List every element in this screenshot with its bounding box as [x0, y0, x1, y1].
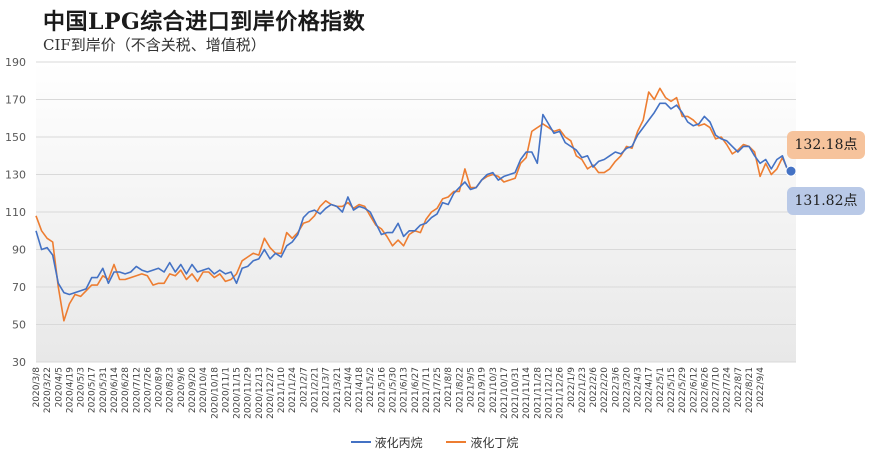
x-tick-label: 2022/1/23: [578, 367, 588, 413]
x-tick-label: 2022/6/26: [700, 367, 710, 413]
x-tick-label: 2022/5/1: [656, 367, 666, 407]
y-tick-label: 90: [12, 244, 26, 257]
x-tick-label: 2021/10/17: [500, 367, 510, 419]
x-tick-label: 2022/3/20: [622, 367, 632, 413]
x-tick-label: 2021/7/25: [433, 367, 443, 413]
x-tick-label: 2020/6/14: [110, 367, 120, 413]
propane-last-point: [785, 165, 797, 177]
x-tick-label: 2022/8/7: [734, 367, 744, 407]
chart-title: 中国LPG综合进口到岸价格指数: [43, 9, 366, 35]
y-tick-label: 170: [5, 94, 26, 107]
legend-label-butane: 液化丁烷: [470, 435, 519, 450]
x-tick-label: 2021/2/7: [299, 367, 309, 407]
x-tick-label: 2021/11/14: [522, 367, 532, 419]
x-tick-label: 2020/7/26: [143, 367, 153, 413]
legend-label-propane: 液化丙烷: [374, 435, 423, 450]
x-tick-label: 2021/5/16: [377, 367, 387, 413]
legend-item-butane: 液化丁烷: [446, 434, 518, 451]
x-tick-label: 2021/9/19: [478, 367, 488, 413]
x-tick-label: 2020/11/29: [244, 367, 254, 419]
x-tick-label: 2022/7/24: [723, 367, 733, 413]
x-tick-label: 2022/8/21: [745, 367, 755, 413]
x-tick-label: 2021/4/18: [355, 367, 365, 413]
x-tick-label: 2021/8/22: [455, 367, 465, 413]
x-tick-label: 2020/5/31: [99, 367, 109, 413]
x-tick-label: 2021/3/7: [322, 367, 332, 407]
x-tick-label: 2020/5/3: [77, 367, 87, 407]
x-tick-label: 2020/7/12: [132, 367, 142, 413]
x-tick-label: 2020/4/19: [65, 367, 75, 413]
x-tick-label: 2020/3/22: [43, 367, 53, 413]
y-tick-label: 190: [5, 56, 26, 69]
x-tick-label: 2020/10/18: [210, 367, 220, 419]
x-tick-label: 2021/5/2: [366, 367, 376, 407]
y-tick-label: 30: [12, 356, 26, 369]
x-tick-label: 2022/2/20: [600, 367, 610, 413]
x-tick-label: 2020/10/4: [199, 367, 209, 413]
x-tick-label: 2020/6/28: [121, 367, 131, 413]
x-tick-label: 2020/12/27: [266, 367, 276, 419]
x-tick-label: 2022/4/3: [634, 367, 644, 407]
x-tick-label: 2020/11/15: [233, 367, 243, 419]
x-tick-label: 2020/8/9: [155, 367, 165, 408]
legend: 液化丙烷 液化丁烷: [0, 432, 869, 451]
y-tick-label: 50: [12, 319, 26, 332]
x-tick-label: 2021/10/3: [489, 367, 499, 413]
x-tick-label: 2021/1/24: [288, 367, 298, 413]
x-tick-label: 2021/3/21: [333, 367, 343, 413]
butane-line: [35, 87, 789, 322]
y-tick-label: 130: [5, 169, 26, 182]
x-tick-label: 2021/10/31: [511, 367, 521, 419]
x-tick-label: 2021/8/8: [444, 367, 454, 408]
x-tick-label: 2022/3/6: [611, 367, 621, 408]
legend-item-propane: 液化丙烷: [350, 434, 423, 451]
x-tick-label: 2021/5/30: [389, 367, 399, 413]
x-tick-label: 2022/6/12: [689, 367, 699, 413]
x-tick-label: 2021/6/27: [411, 367, 421, 413]
y-tick-label: 110: [5, 206, 26, 219]
x-tick-label: 2022/9/4: [756, 367, 766, 408]
chart-subtitle: CIF到岸价（不含关税、增值税）: [43, 36, 266, 54]
propane-line: [35, 102, 789, 296]
butane-last-value-callout: 132.18点: [787, 131, 865, 159]
y-tick-label: 70: [12, 281, 26, 294]
x-tick-label: 2021/4/4: [344, 367, 354, 408]
x-tick-label: 2021/9/5: [466, 367, 476, 407]
x-tick-label: 2022/1/9: [567, 367, 577, 408]
x-tick-label: 2022/5/15: [667, 367, 677, 413]
x-tick-label: 2021/1/10: [277, 367, 287, 413]
x-tick-label: 2021/7/11: [422, 367, 432, 413]
x-tick-label: 2021/12/26: [556, 367, 566, 419]
x-tick-label: 2020/9/6: [177, 367, 187, 408]
x-tick-label: 2022/5/29: [678, 367, 688, 413]
x-tick-label: 2020/5/17: [88, 367, 98, 413]
x-tick-label: 2020/11/1: [221, 367, 231, 413]
butane-swatch-icon: [446, 441, 467, 443]
x-tick-label: 2020/3/8: [32, 367, 42, 408]
x-tick-label: 2020/8/23: [166, 367, 176, 413]
x-tick-label: 2021/11/28: [533, 367, 543, 419]
x-tick-label: 2020/12/13: [255, 367, 265, 419]
x-tick-label: 2022/4/17: [645, 367, 655, 413]
x-tick-label: 2022/2/6: [589, 367, 599, 408]
x-tick-label: 2022/7/10: [712, 367, 722, 413]
x-tick-label: 2021/2/21: [311, 367, 321, 413]
x-tick-label: 2021/6/13: [400, 367, 410, 413]
y-tick-label: 150: [5, 131, 26, 144]
x-tick-label: 2021/12/12: [544, 367, 554, 419]
propane-swatch-icon: [350, 441, 371, 443]
x-tick-label: 2020/4/5: [54, 367, 64, 407]
propane-last-value-callout: 131.82点: [787, 187, 865, 215]
x-tick-label: 2020/9/20: [188, 367, 198, 413]
